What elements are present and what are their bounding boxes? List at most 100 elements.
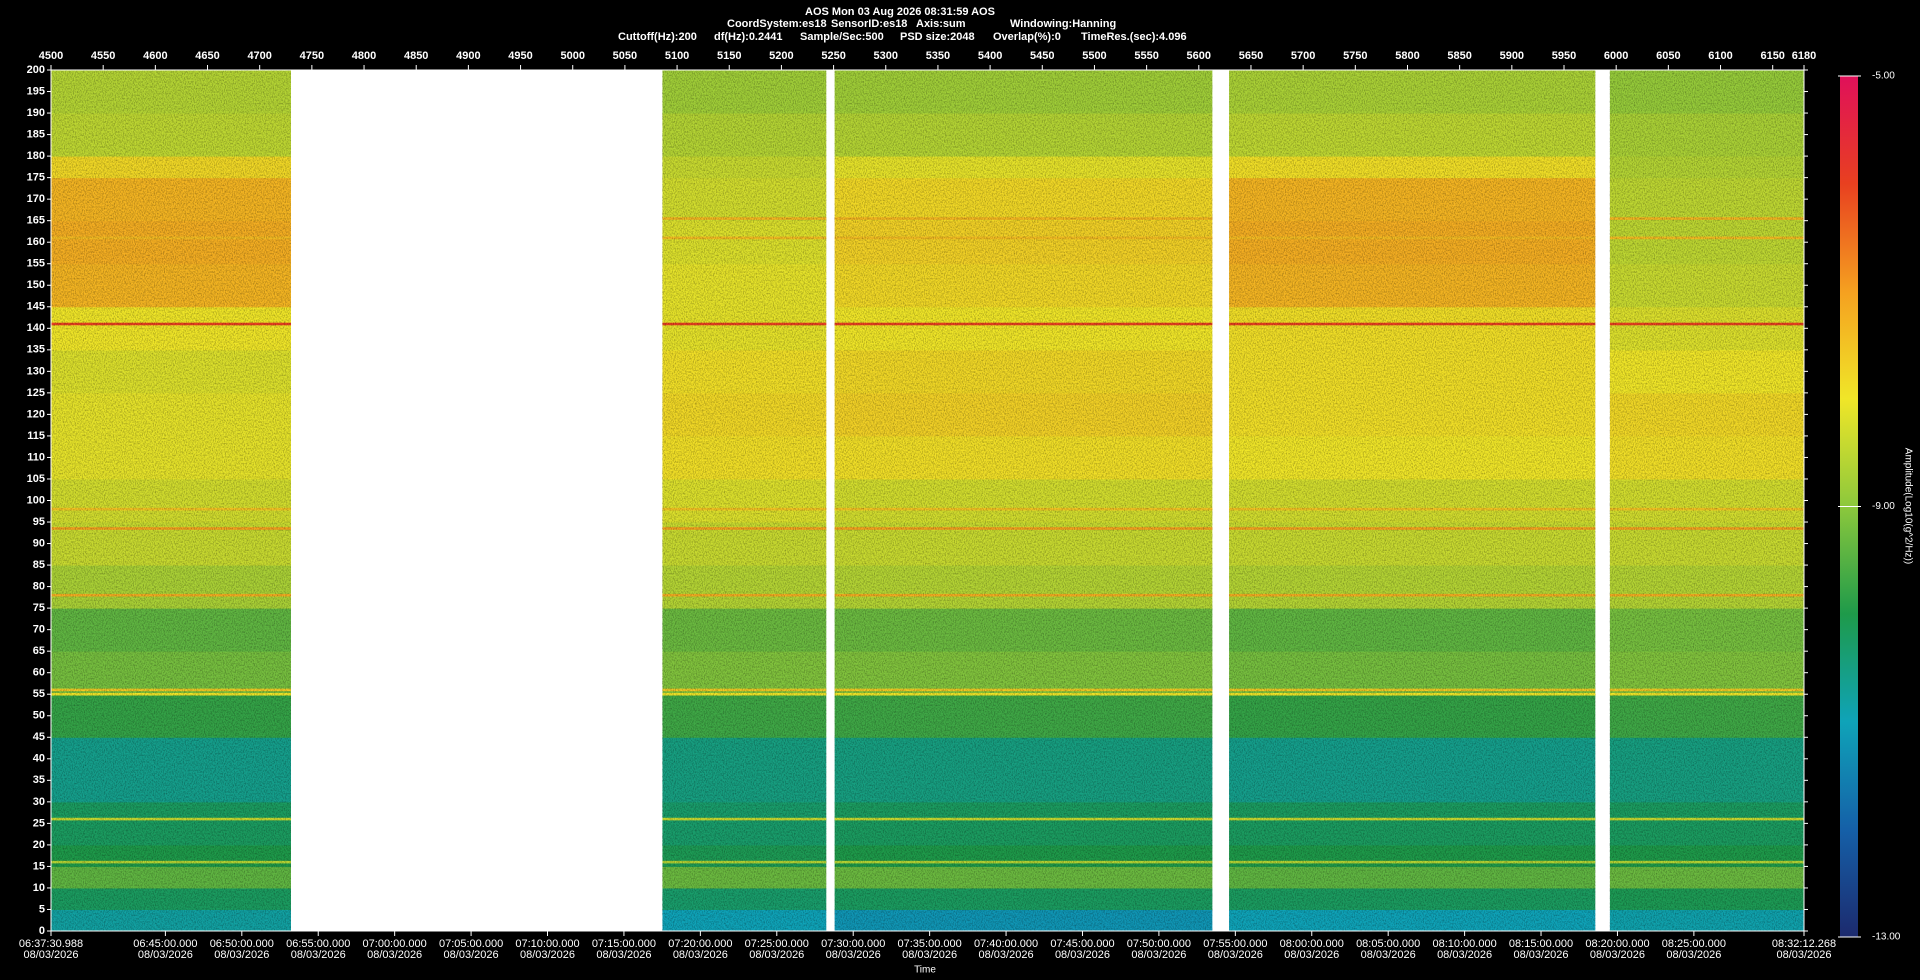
y-tick-label: 10 — [33, 882, 45, 894]
top-tick-label: 5800 — [1395, 50, 1419, 62]
time-tick-date: 08/03/2026 — [291, 949, 346, 961]
header-setting: Sample/Sec:500 — [800, 31, 884, 43]
y-tick-label: 190 — [27, 107, 45, 119]
top-tick-label: 4800 — [352, 50, 376, 62]
header-setting: df(Hz):0.2441 — [714, 31, 782, 43]
top-tick-label: 6150 — [1760, 50, 1784, 62]
y-tick-label: 180 — [27, 150, 45, 162]
y-tick-label: 55 — [33, 688, 45, 700]
y-tick-label: 110 — [27, 451, 45, 463]
top-tick-label: 4550 — [91, 50, 115, 62]
top-tick-label: 6100 — [1708, 50, 1732, 62]
top-tick-label: 4900 — [456, 50, 480, 62]
time-tick-label: 06:37:30.988 — [19, 938, 83, 950]
colorbar-tick-label: -9.00 — [1872, 501, 1895, 512]
chart-title: AOS Mon 03 Aug 2026 08:31:59 AOS — [805, 6, 995, 18]
top-tick-label: 5100 — [665, 50, 689, 62]
top-tick-label: 5750 — [1343, 50, 1367, 62]
time-tick-date: 08/03/2026 — [214, 949, 269, 961]
top-tick-label: 4850 — [404, 50, 428, 62]
y-tick-label: 160 — [27, 236, 45, 248]
y-tick-label: 15 — [33, 860, 45, 872]
colorbar-title: Amplitude(Log10(g^2/Hz)) — [1902, 448, 1913, 564]
top-tick-label: 5550 — [1134, 50, 1158, 62]
y-tick-label: 125 — [27, 387, 45, 399]
top-tick-label: 4650 — [195, 50, 219, 62]
y-tick-label: 195 — [27, 85, 45, 97]
time-tick-label: 08:25:00.000 — [1662, 938, 1726, 950]
top-tick-label: 4600 — [143, 50, 167, 62]
top-tick-label: 4500 — [39, 50, 63, 62]
y-tick-label: 115 — [27, 430, 45, 442]
time-tick-label: 07:50:00.000 — [1127, 938, 1191, 950]
top-tick-label: 5300 — [874, 50, 898, 62]
y-tick-label: 50 — [33, 710, 45, 722]
top-tick-label: 5900 — [1500, 50, 1524, 62]
time-tick-date: 08/03/2026 — [826, 949, 881, 961]
header-setting: TimeRes.(sec):4.096 — [1081, 31, 1187, 43]
y-tick-label: 70 — [33, 624, 45, 636]
noise-texture — [1609, 70, 1804, 931]
y-tick-label: 40 — [33, 753, 45, 765]
y-tick-label: 170 — [27, 193, 45, 205]
y-tick-label: 95 — [33, 516, 45, 528]
time-tick-date: 08/03/2026 — [1055, 949, 1110, 961]
time-tick-label: 08:20:00.000 — [1585, 938, 1649, 950]
noise-texture — [662, 70, 827, 931]
header-setting: Cuttoff(Hz):200 — [618, 31, 697, 43]
y-tick-label: 30 — [33, 796, 45, 808]
y-tick-label: 175 — [27, 172, 45, 184]
x-axis-title: Time — [914, 965, 936, 976]
time-tick-date: 08/03/2026 — [596, 949, 651, 961]
colorbar-tick-label: -13.00 — [1872, 932, 1901, 943]
y-tick-label: 85 — [33, 559, 45, 571]
top-tick-label: 5000 — [560, 50, 584, 62]
time-tick-label: 06:45:00.000 — [133, 938, 197, 950]
time-tick-label: 07:00:00.000 — [363, 938, 427, 950]
y-tick-label: 90 — [33, 537, 45, 549]
time-tick-date: 08/03/2026 — [1666, 949, 1721, 961]
time-tick-label: 07:40:00.000 — [974, 938, 1038, 950]
time-tick-date: 08/03/2026 — [367, 949, 422, 961]
time-tick-label: 07:45:00.000 — [1050, 938, 1114, 950]
plot-frame — [50, 69, 1805, 932]
noise-texture — [1229, 70, 1596, 931]
y-tick-label: 60 — [33, 667, 45, 679]
colorbar-tick-label: -5.00 — [1872, 71, 1895, 82]
time-tick-date: 08/03/2026 — [902, 949, 957, 961]
header-info: Axis:sum — [916, 18, 966, 30]
header-setting: PSD size:2048 — [900, 31, 975, 43]
y-tick-label: 140 — [27, 322, 45, 334]
y-tick-label: 135 — [27, 344, 45, 356]
y-tick-label: 120 — [27, 408, 45, 420]
time-tick-date: 08/03/2026 — [444, 949, 499, 961]
y-tick-label: 35 — [33, 774, 45, 786]
top-tick-label: 5050 — [613, 50, 637, 62]
top-tick-label: 6000 — [1604, 50, 1628, 62]
time-tick-label: 07:20:00.000 — [668, 938, 732, 950]
time-tick-label: 07:15:00.000 — [592, 938, 656, 950]
time-tick-label: 07:25:00.000 — [745, 938, 809, 950]
top-tick-label: 5500 — [1082, 50, 1106, 62]
top-tick-label: 5150 — [717, 50, 741, 62]
top-tick-label: 5700 — [1291, 50, 1315, 62]
top-tick-label: 5400 — [978, 50, 1002, 62]
time-tick-label: 06:55:00.000 — [286, 938, 350, 950]
time-tick-date: 08/03/2026 — [749, 949, 804, 961]
y-tick-label: 25 — [33, 817, 45, 829]
top-tick-label: 5650 — [1239, 50, 1263, 62]
y-tick-label: 105 — [27, 473, 45, 485]
time-tick-label: 07:35:00.000 — [898, 938, 962, 950]
time-tick-date: 08/03/2026 — [979, 949, 1034, 961]
time-tick-date: 08/03/2026 — [673, 949, 728, 961]
time-tick-date: 08/03/2026 — [520, 949, 575, 961]
time-tick-label: 07:10:00.000 — [515, 938, 579, 950]
y-tick-label: 200 — [27, 64, 45, 76]
top-tick-label: 5450 — [1030, 50, 1054, 62]
time-tick-date: 08/03/2026 — [1208, 949, 1263, 961]
time-tick-date: 08/03/2026 — [138, 949, 193, 961]
time-tick-date: 08/03/2026 — [23, 949, 78, 961]
y-tick-label: 75 — [33, 602, 45, 614]
time-tick-label: 08:10:00.000 — [1432, 938, 1496, 950]
